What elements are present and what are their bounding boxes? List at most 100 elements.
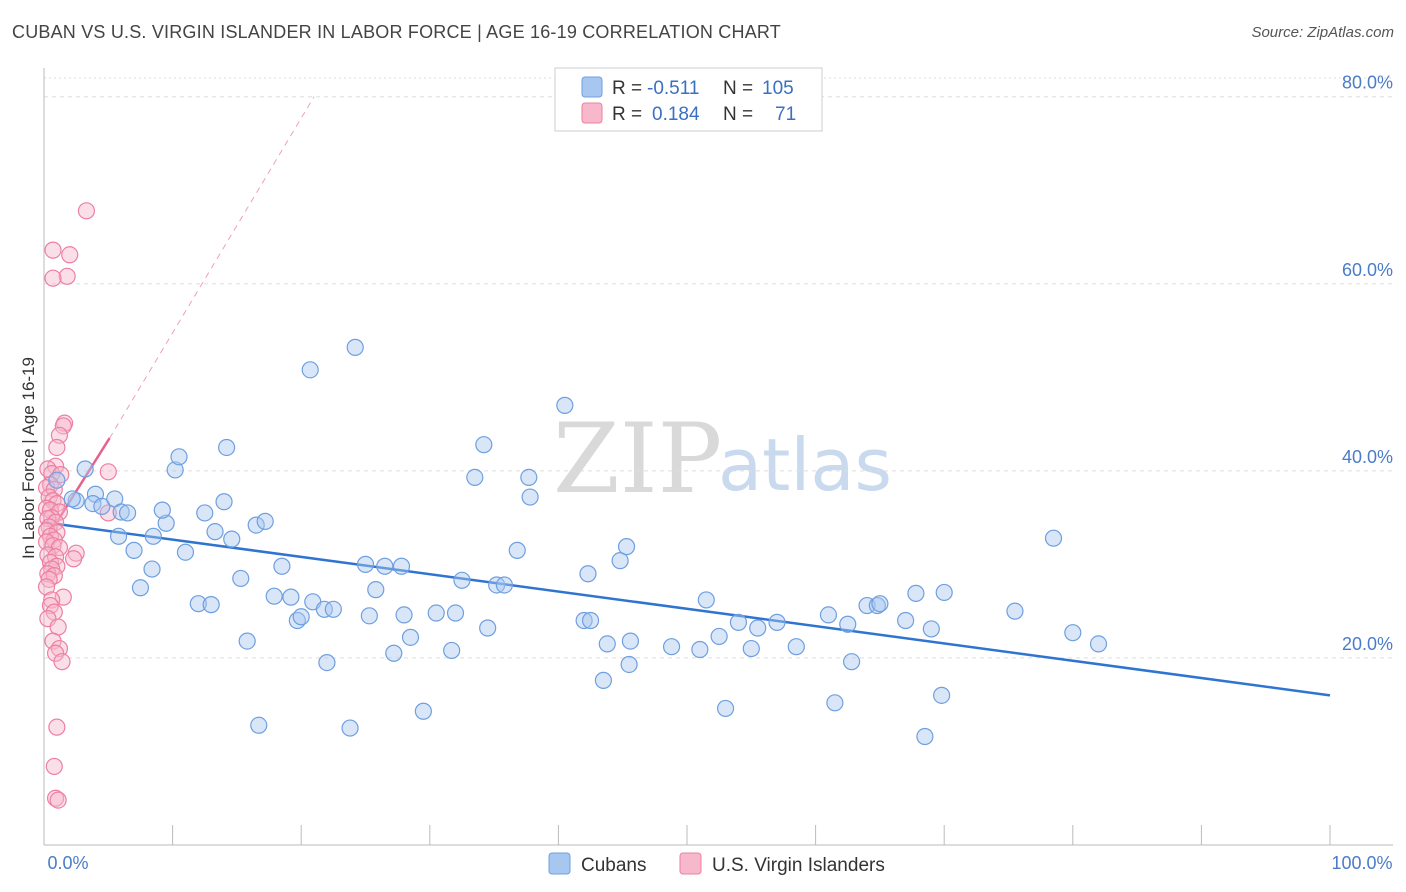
data-point-cubans (495, 576, 513, 594)
data-point-cubans (63, 490, 81, 508)
data-point-cubans (1006, 602, 1024, 620)
data-point-cubans (479, 619, 497, 637)
data-point-cubans (48, 471, 66, 489)
data-point-cubans (907, 584, 925, 602)
data-point-cubans (385, 644, 403, 662)
y-tick-label: 40.0% (1342, 447, 1393, 467)
legend-swatch-usvi (581, 102, 603, 124)
data-point-cubans (346, 338, 364, 356)
data-point-usvi (39, 565, 57, 583)
grid-lines (44, 77, 1393, 659)
data-point-cubans (453, 571, 471, 589)
data-point-cubans (202, 596, 220, 614)
data-point-usvi (64, 550, 83, 568)
legend-r-label-cubans: R = (612, 78, 642, 99)
data-point-cubans (768, 613, 786, 631)
data-point-cubans (157, 514, 175, 532)
data-point-cubans (189, 595, 207, 613)
data-point-cubans (749, 619, 767, 637)
data-point-cubans (360, 607, 378, 625)
data-point-usvi (44, 269, 62, 287)
trend-line-usvi-extension (109, 96, 315, 439)
data-point-cubans (621, 632, 640, 650)
data-point-cubans (247, 516, 265, 534)
chart-title: CUBAN VS U.S. VIRGIN ISLANDER IN LABOR F… (12, 22, 781, 42)
data-point-usvi (99, 504, 117, 522)
data-point-cubans (868, 596, 886, 615)
data-point-cubans (579, 565, 597, 583)
trend-lines (43, 96, 1331, 697)
data-point-cubans (826, 694, 844, 712)
data-point-cubans (250, 716, 268, 734)
correlation-legend: R = -0.511 N = 105 R = 0.184 N = 71 (554, 67, 823, 132)
data-point-cubans (109, 527, 128, 545)
data-point-cubans (916, 727, 934, 746)
data-point-cubans (265, 587, 283, 605)
data-points (37, 202, 1108, 809)
data-point-usvi (77, 202, 96, 220)
data-point-usvi (44, 537, 62, 555)
data-point-cubans (843, 653, 861, 671)
data-point-cubans (232, 569, 250, 588)
data-point-cubans (710, 627, 728, 646)
data-point-cubans (871, 595, 889, 613)
data-point-cubans (427, 604, 445, 622)
legend-swatch-usvi-bottom (679, 852, 702, 875)
data-point-cubans (395, 606, 413, 624)
y-tick-label: 60.0% (1342, 260, 1393, 280)
data-point-cubans (223, 530, 241, 548)
data-point-cubans (787, 638, 805, 656)
trend-line-cubans (43, 521, 1331, 697)
data-point-cubans (76, 460, 94, 478)
data-point-cubans (301, 361, 319, 379)
axes: 20.0% 40.0% 60.0% 80.0% (43, 68, 1393, 846)
data-point-cubans (933, 686, 951, 704)
data-point-usvi (49, 791, 67, 809)
data-point-cubans (125, 541, 143, 559)
legend-r-value-cubans: -0.511 (647, 78, 699, 99)
data-point-cubans (356, 555, 375, 573)
data-point-cubans (166, 461, 184, 479)
data-point-cubans (1044, 529, 1063, 547)
data-point-cubans (206, 523, 224, 541)
data-point-cubans (819, 606, 838, 624)
data-point-cubans (466, 468, 484, 487)
legend-swatch-cubans-bottom (548, 852, 571, 875)
data-point-cubans (292, 608, 310, 626)
data-point-cubans (443, 641, 461, 660)
legend-n-label-cubans: N = (723, 78, 753, 99)
data-point-cubans (521, 488, 539, 506)
data-point-usvi (53, 653, 71, 671)
series-legend: Cubans U.S. Virgin Islanders (548, 852, 885, 876)
watermark-atlas: atlas (718, 423, 892, 507)
data-point-cubans (897, 611, 915, 630)
data-point-usvi (54, 417, 72, 435)
data-point-cubans (153, 501, 171, 519)
data-point-cubans (475, 436, 493, 454)
data-point-cubans (697, 591, 715, 609)
data-point-cubans (341, 719, 359, 737)
legend-r-label-usvi: R = (612, 104, 642, 125)
data-point-usvi (45, 757, 63, 776)
data-point-usvi (37, 578, 56, 596)
legend-label-cubans: Cubans (581, 855, 647, 876)
data-point-cubans (581, 611, 600, 630)
chart-source: Source: ZipAtlas.com (1251, 24, 1394, 41)
data-point-cubans (93, 497, 111, 515)
y-tick-label: 20.0% (1342, 634, 1393, 654)
data-point-cubans (143, 560, 161, 578)
legend-n-value-usvi: 71 (775, 104, 796, 125)
data-point-cubans (729, 613, 748, 631)
data-point-cubans (392, 557, 411, 575)
data-point-cubans (401, 628, 420, 646)
data-point-usvi (61, 246, 79, 264)
data-point-cubans (839, 615, 857, 633)
data-point-cubans (594, 671, 613, 689)
data-point-cubans (556, 396, 574, 414)
data-point-cubans (620, 655, 638, 674)
legend-label-usvi: U.S. Virgin Islanders (712, 855, 885, 876)
data-point-usvi (46, 789, 65, 807)
data-point-cubans (131, 579, 150, 597)
data-point-cubans (170, 448, 188, 466)
data-point-cubans (598, 635, 616, 653)
